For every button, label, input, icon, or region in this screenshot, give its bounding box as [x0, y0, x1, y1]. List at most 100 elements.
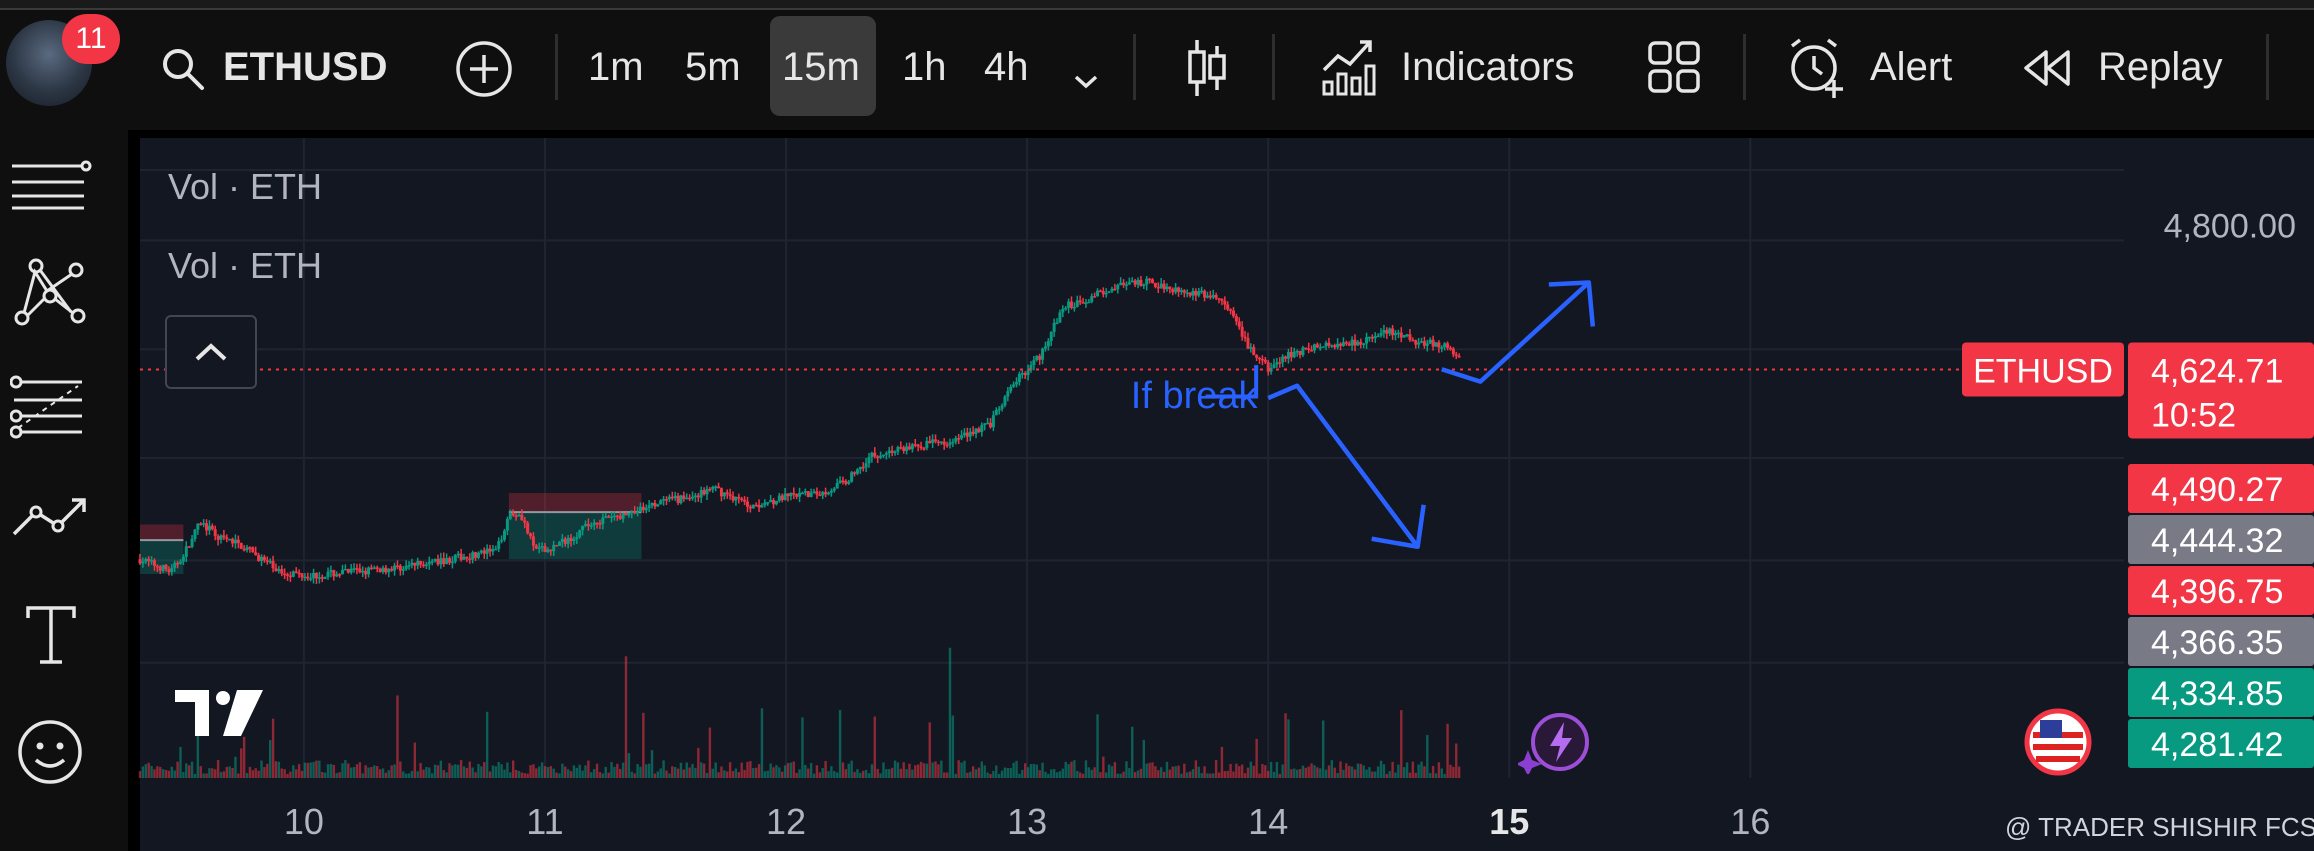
- volume-bar: [807, 768, 810, 778]
- volume-bar: [1243, 773, 1247, 778]
- trend-line-icon[interactable]: [10, 494, 90, 549]
- timeframe-15m[interactable]: 15m: [782, 45, 860, 89]
- volume-bar: [1443, 773, 1446, 778]
- volume-bar: [376, 765, 379, 778]
- candles-icon[interactable]: [1185, 36, 1229, 107]
- search-icon[interactable]: [160, 46, 206, 99]
- alert-button[interactable]: Alert: [1870, 45, 1953, 89]
- timeframe-1m[interactable]: 1m: [588, 45, 644, 89]
- volume-bar: [1455, 743, 1458, 778]
- candle-body: [1098, 290, 1102, 293]
- collapse-legend-button[interactable]: [165, 315, 257, 389]
- volume-bar: [1200, 773, 1203, 778]
- legend-volume[interactable]: Vol · ETH: [168, 166, 323, 207]
- replay-rewind-icon[interactable]: [2022, 48, 2074, 95]
- volume-bar: [960, 762, 963, 778]
- text-icon[interactable]: [24, 604, 78, 673]
- volume-bar: [234, 756, 237, 778]
- candle-body: [1035, 355, 1039, 361]
- indicators-button[interactable]: Indicators: [1401, 45, 1575, 89]
- candle-body: [560, 538, 564, 543]
- volume-bar: [1290, 769, 1293, 778]
- candle-body: [994, 410, 998, 416]
- lightning-icon[interactable]: [1516, 708, 1598, 779]
- volume-bar: [908, 763, 911, 778]
- volume-bar: [801, 717, 804, 778]
- candle-body: [1084, 302, 1088, 304]
- volume-bar: [396, 695, 399, 778]
- timeframe-4h[interactable]: 4h: [984, 45, 1029, 89]
- volume-bar: [225, 766, 228, 778]
- alert-clock-icon[interactable]: [1786, 36, 1848, 107]
- fib-lines-icon[interactable]: [9, 374, 86, 447]
- candle-body: [922, 448, 926, 450]
- candle-body: [277, 569, 281, 572]
- time-axis: [140, 778, 2124, 851]
- volume-bar: [190, 761, 194, 778]
- candle-body: [450, 561, 454, 564]
- candle-body: [395, 565, 399, 568]
- candle-body: [893, 451, 897, 453]
- layout-grid-icon[interactable]: [1647, 40, 1701, 101]
- legend-volume-2[interactable]: Vol · ETH: [168, 245, 323, 286]
- candle-body: [280, 569, 284, 574]
- candle-body: [673, 495, 677, 499]
- candle-body: [303, 576, 307, 579]
- candle-body: [777, 495, 781, 501]
- candle-body: [1243, 336, 1247, 339]
- volume-bar: [297, 764, 301, 778]
- candle-body: [378, 568, 382, 572]
- candle-body: [1399, 332, 1403, 338]
- candle-body: [563, 538, 567, 545]
- indicators-icon[interactable]: [1320, 36, 1378, 105]
- stop-loss-zone: [140, 524, 184, 541]
- chart-panel[interactable]: [140, 138, 2314, 851]
- volume-bar: [335, 773, 338, 778]
- candle-body: [1362, 343, 1366, 346]
- volume-bar: [1096, 714, 1099, 778]
- volume-bar: [1006, 767, 1010, 778]
- candle-body: [1263, 359, 1267, 363]
- volume-bar: [1032, 763, 1036, 778]
- volume-bar: [404, 773, 408, 778]
- volume-bar: [436, 765, 440, 778]
- candle-body: [184, 546, 188, 557]
- timeframe-1h[interactable]: 1h: [902, 45, 947, 89]
- candle-body: [806, 491, 810, 497]
- chevron-down-icon[interactable]: [1072, 58, 1100, 98]
- volume-bar: [720, 766, 723, 778]
- timeframe-5m[interactable]: 5m: [685, 45, 741, 89]
- menu-lines-icon[interactable]: [8, 158, 92, 219]
- candle-body: [152, 560, 156, 566]
- volume-bar: [1327, 765, 1331, 778]
- volume-bar: [494, 766, 498, 778]
- symbol-search-button[interactable]: ETHUSD: [223, 45, 388, 89]
- volume-bar: [1391, 761, 1394, 778]
- volume-bar: [882, 762, 885, 778]
- candle-body: [508, 513, 512, 520]
- emoji-icon[interactable]: [16, 718, 84, 793]
- replay-button[interactable]: Replay: [2098, 45, 2223, 89]
- us-flag-icon[interactable]: [2024, 708, 2092, 781]
- candle-body: [286, 574, 290, 576]
- volume-bar: [517, 770, 521, 778]
- pattern-icon[interactable]: [14, 256, 86, 333]
- volume-bar: [728, 762, 732, 778]
- volume-bar: [1330, 760, 1334, 778]
- volume-bar: [1258, 773, 1261, 778]
- candle-body: [662, 499, 666, 501]
- candle-body: [925, 440, 929, 449]
- candle-body: [1153, 282, 1157, 287]
- volume-bar: [1238, 766, 1241, 778]
- candle-body: [1130, 280, 1134, 283]
- volume-bar: [564, 766, 567, 778]
- volume-bar: [410, 770, 414, 778]
- candle-body: [734, 496, 738, 501]
- candle-body: [682, 495, 686, 499]
- candle-body: [537, 547, 541, 549]
- volume-bar: [772, 767, 775, 778]
- add-symbol-icon[interactable]: [455, 40, 513, 105]
- volume-bar: [676, 768, 680, 778]
- volume-bar: [529, 765, 532, 778]
